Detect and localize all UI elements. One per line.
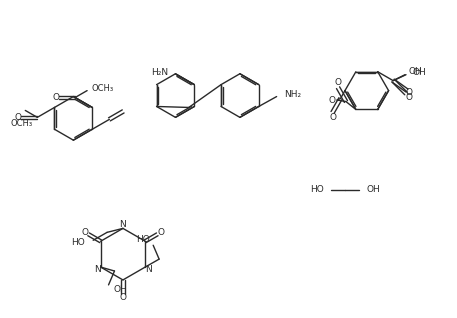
Text: O: O xyxy=(53,93,60,102)
Text: HO: HO xyxy=(137,235,150,244)
Text: OCH₃: OCH₃ xyxy=(10,119,32,128)
Text: HO: HO xyxy=(310,185,324,194)
Text: OH: OH xyxy=(113,285,127,294)
Text: OH: OH xyxy=(409,67,423,76)
Text: O: O xyxy=(335,78,341,87)
Text: N: N xyxy=(94,265,101,273)
Text: N: N xyxy=(120,220,126,229)
Text: OCH₃: OCH₃ xyxy=(91,84,113,93)
Text: O: O xyxy=(119,293,127,302)
Text: O: O xyxy=(329,113,336,122)
Text: OH: OH xyxy=(413,68,427,77)
Text: O: O xyxy=(15,113,22,122)
Text: N: N xyxy=(145,265,152,273)
Text: O: O xyxy=(405,88,413,97)
Text: O: O xyxy=(405,93,413,102)
Text: O: O xyxy=(329,95,335,105)
Text: O: O xyxy=(157,228,164,237)
Text: O: O xyxy=(82,228,89,237)
Text: OH: OH xyxy=(367,185,381,194)
Text: HO: HO xyxy=(71,238,85,247)
Text: NH₂: NH₂ xyxy=(285,90,302,99)
Text: H₂N: H₂N xyxy=(151,68,169,77)
